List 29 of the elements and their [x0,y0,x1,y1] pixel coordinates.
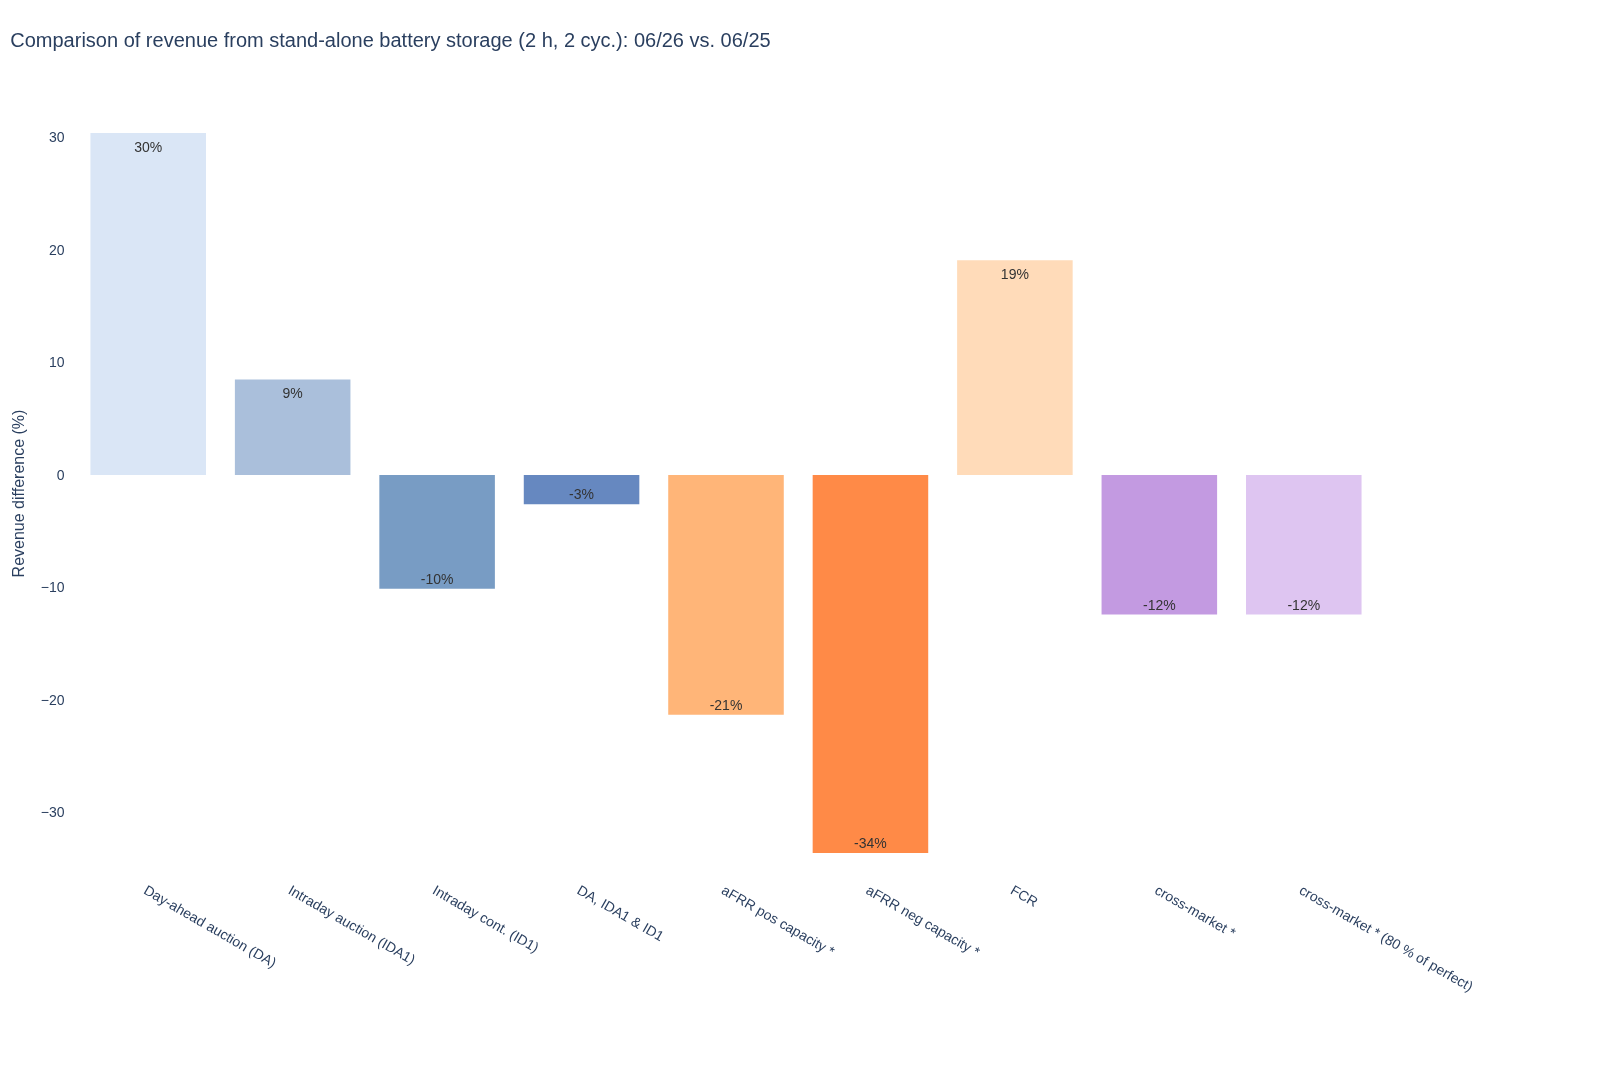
x-tick-label: DA, IDA1 & ID1 [574,881,667,945]
data-label: 30% [134,139,163,155]
y-tick-label: −30 [40,804,65,820]
bar [379,475,495,589]
bar [1101,475,1218,615]
y-axis-title: Revenue difference (%) [9,409,27,578]
bar [812,475,929,853]
x-tick-label: FCR [1007,881,1041,911]
bar [234,379,351,475]
data-label: -12% [1287,596,1321,613]
bar [957,260,1073,475]
bar [1246,475,1362,615]
bar [523,475,640,505]
y-tick-label: −10 [40,579,65,595]
bar [668,475,784,715]
data-label: -12% [1142,596,1176,613]
y-tick-label: 20 [48,241,65,258]
data-label: -34% [854,835,887,851]
y-tick-label: 10 [48,354,65,370]
chart-title: Comparison of revenue from stand-alone battery storage (2 h, 2 cyc.): 06/26 vs. 06/25 [10,28,771,51]
y-tick-label: −20 [40,691,65,708]
bar [90,133,206,475]
y-tick-label: 30 [48,129,65,145]
data-label: -21% [709,696,743,713]
data-label: 19% [1000,266,1029,283]
data-label: -3% [569,486,595,503]
data-label: -10% [420,570,454,587]
data-label: 9% [282,385,303,402]
y-tick-label: 0 [56,466,65,483]
